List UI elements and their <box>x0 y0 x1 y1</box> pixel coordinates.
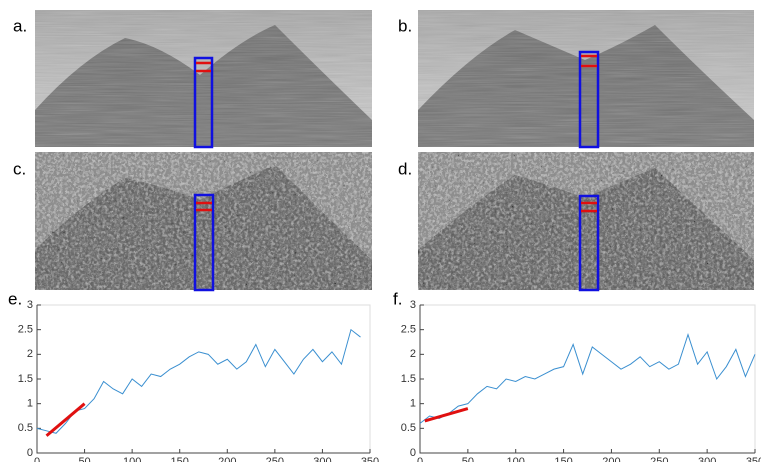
panel-label: a. <box>13 16 27 35</box>
y-tick-label: 0 <box>27 447 33 459</box>
x-tick-label: 50 <box>78 456 90 462</box>
y-tick-label: 1.5 <box>401 373 416 385</box>
image-a <box>35 10 372 149</box>
panel-label: c. <box>13 159 26 178</box>
plot-area <box>36 304 371 454</box>
data-line <box>36 328 361 434</box>
axes <box>419 305 755 454</box>
axes <box>36 305 370 454</box>
x-tick-label: 250 <box>650 456 668 462</box>
x-tick-label: 100 <box>123 456 141 462</box>
x-tick-label: 50 <box>462 456 474 462</box>
y-tick-label: 1 <box>27 398 33 410</box>
data-line <box>419 332 756 424</box>
x-tick-label: 150 <box>171 456 189 462</box>
panel-label: d. <box>398 159 412 178</box>
panel-label: f. <box>393 289 402 308</box>
fit-line <box>45 402 86 437</box>
y-tick-label: 1 <box>410 398 416 410</box>
x-tick-label: 200 <box>602 456 620 462</box>
x-tick-label: 250 <box>266 456 284 462</box>
y-tick-label: 0.5 <box>18 422 33 434</box>
panel-label: b. <box>398 16 412 35</box>
y-tick-label: 0 <box>410 447 416 459</box>
plot-area <box>419 304 756 454</box>
y-tick-label: 2.5 <box>18 324 33 336</box>
x-tick-label: 350 <box>746 456 761 462</box>
x-tick-label: 300 <box>313 456 331 462</box>
x-tick-label: 100 <box>507 456 525 462</box>
panel-label: e. <box>8 289 22 308</box>
fit-line <box>424 407 469 423</box>
image-c <box>35 152 372 292</box>
x-tick-label: 350 <box>361 456 379 462</box>
y-tick-label: 3 <box>27 299 33 311</box>
image-d <box>418 152 754 292</box>
x-tick-label: 0 <box>34 456 40 462</box>
y-tick-label: 2 <box>27 348 33 360</box>
x-tick-label: 150 <box>554 456 572 462</box>
y-tick-label: 3 <box>410 299 416 311</box>
image-b <box>418 10 754 149</box>
x-tick-label: 200 <box>218 456 236 462</box>
y-tick-label: 2.5 <box>401 324 416 336</box>
y-tick-label: 1.5 <box>18 373 33 385</box>
y-tick-label: 2 <box>410 348 416 360</box>
x-tick-label: 0 <box>417 456 423 462</box>
x-tick-label: 300 <box>698 456 716 462</box>
y-tick-label: 0.5 <box>401 422 416 434</box>
